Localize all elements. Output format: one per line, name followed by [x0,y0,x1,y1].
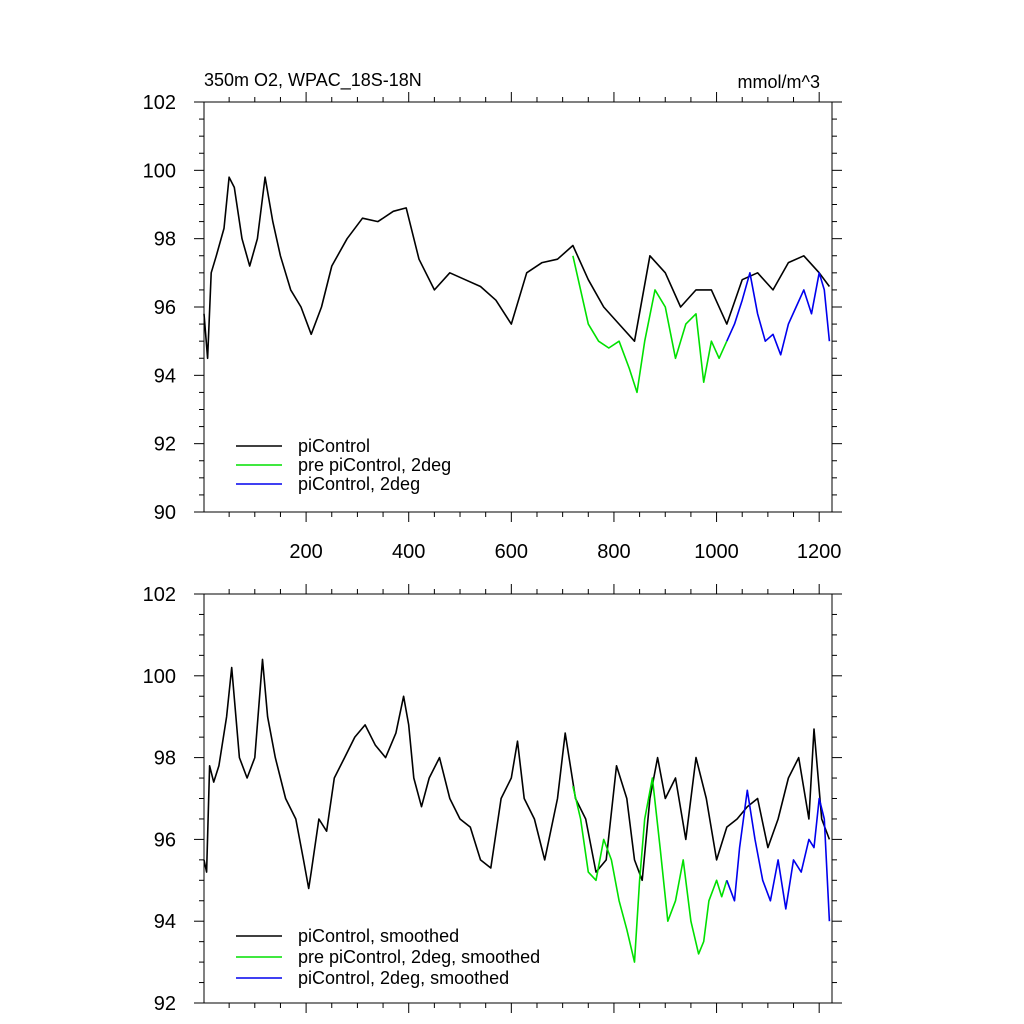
x-tick-label: 200 [289,541,322,563]
y-tick-label: 92 [154,993,176,1015]
y-tick-label: 102 [143,92,176,114]
chart-title: 350m O2, WPAC_18S-18N [204,70,422,91]
legend-label: piControl [298,436,370,456]
y-tick-label: 100 [143,666,176,688]
x-tick-label: 400 [392,541,425,563]
y-tick-label: 96 [154,297,176,319]
units-label: mmol/m^3 [738,72,820,92]
y-tick-label: 100 [143,160,176,182]
y-tick-label: 92 [154,434,176,456]
legend-label: pre piControl, 2deg, smoothed [298,947,540,967]
series-line-2 [572,777,728,963]
top-panel: 200 400 600 800 1000 1200 90 92 94 96 98 100 102 piCo… [143,92,842,563]
y-tick-label: 102 [143,584,176,606]
y-tick-label: 98 [154,748,176,770]
y-tick-label: 90 [154,502,176,524]
legend-label: pre piControl, 2deg [298,455,451,475]
legend-label: piControl, smoothed [298,926,459,946]
series-line-3 [726,789,831,922]
legend-label: piControl, 2deg [298,474,420,494]
series-line-3 [726,271,831,356]
x-tick-label: 600 [495,541,528,563]
legend-label: piControl, 2deg, smoothed [298,968,509,988]
y-tick-label: 94 [154,365,176,387]
x-tick-label: 1200 [797,541,842,563]
y-tick-label: 94 [154,911,176,933]
series-line-1 [203,176,831,360]
y-tick-label: 98 [154,229,176,251]
y-tick-label: 96 [154,829,176,851]
series-line-2 [572,255,728,394]
x-tick-label: 800 [597,541,630,563]
series-line-1 [203,658,831,890]
x-tick-label: 1000 [694,541,739,563]
